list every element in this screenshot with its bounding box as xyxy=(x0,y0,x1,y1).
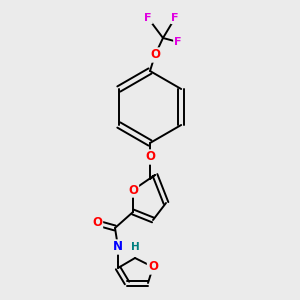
Text: O: O xyxy=(148,260,158,274)
Text: F: F xyxy=(174,37,182,47)
Text: N: N xyxy=(113,241,123,254)
Text: O: O xyxy=(145,151,155,164)
Text: O: O xyxy=(150,49,160,62)
Text: F: F xyxy=(144,13,152,23)
Text: O: O xyxy=(128,184,138,196)
Text: O: O xyxy=(92,217,102,230)
Text: H: H xyxy=(130,242,140,252)
Text: F: F xyxy=(171,13,179,23)
